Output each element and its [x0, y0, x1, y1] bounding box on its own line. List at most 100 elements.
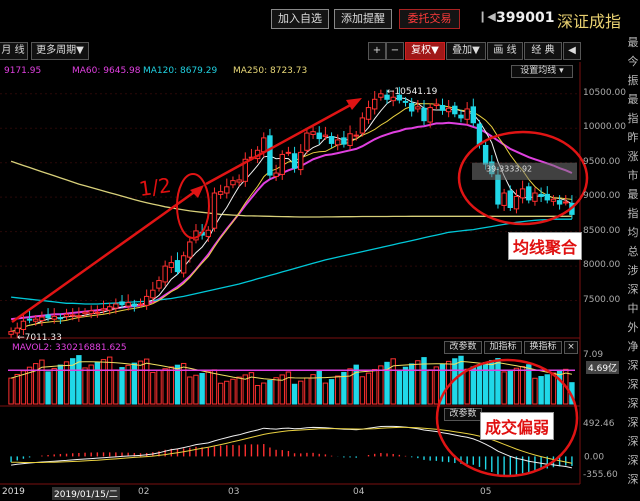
volume-bar: [100, 359, 107, 405]
side-panel-label: 中: [627, 302, 639, 315]
side-panel-label: 深: [627, 416, 639, 429]
volume-bar: [174, 364, 181, 405]
trend-arrow-1: [11, 186, 201, 324]
side-panel-label: 深: [627, 283, 639, 296]
side-panel-label: 今: [627, 55, 639, 68]
side-panel-label: 深: [627, 473, 639, 486]
side-panel-label: 深: [627, 359, 639, 372]
candle-body: [390, 96, 396, 102]
volume-bar: [464, 368, 470, 405]
volume-bar: [384, 361, 390, 405]
candle-body: [402, 100, 409, 103]
volume-bar: [248, 372, 255, 405]
candle-body: [20, 320, 27, 330]
volume-bar: [470, 366, 477, 405]
collapse-panel-button[interactable]: ◀: [563, 42, 581, 60]
year-label: 2019: [2, 487, 25, 497]
close-indicator-button[interactable]: ×: [564, 341, 578, 354]
volume-bar: [8, 377, 14, 405]
zoom-out-button[interactable]: −: [386, 42, 404, 60]
add-indicator-button[interactable]: 加指标: [484, 341, 522, 354]
macd-change-params-button[interactable]: 改参数: [444, 408, 482, 421]
volume-bar: [347, 368, 353, 405]
candle-body: [501, 192, 507, 206]
tab-month-line[interactable]: 月 线: [0, 42, 28, 60]
price-tick-label: 7500.00: [583, 294, 621, 305]
volume-bar: [328, 379, 335, 405]
candle-body: [236, 179, 242, 183]
side-panel-label: 净: [627, 340, 639, 353]
candle-body: [57, 317, 64, 320]
volume-bar: [254, 385, 261, 405]
candle-body: [482, 144, 489, 165]
candle-body: [298, 151, 304, 171]
more-period-dropdown[interactable]: 更多周期▼: [31, 42, 89, 60]
candle-body: [39, 316, 45, 322]
candle-body: [45, 314, 51, 319]
volume-bar: [408, 363, 415, 405]
candle-body: [328, 136, 335, 144]
volume-bar: [187, 376, 193, 405]
candle-body: [180, 255, 187, 274]
candle-body: [384, 94, 390, 100]
ma-converge-annotation: 均线聚合: [508, 232, 583, 260]
add-alert-button[interactable]: 添加提醒: [334, 9, 392, 29]
volume-bar: [131, 362, 138, 405]
high-price-label: ←10541.19: [387, 87, 438, 97]
volume-ma-short: [10, 360, 572, 381]
macd-axis-zero: 0.00: [584, 452, 604, 462]
candle-body: [224, 186, 230, 194]
candle-body: [563, 201, 569, 204]
candle-body: [421, 107, 427, 122]
volume-bar: [242, 374, 248, 405]
volume-bar: [489, 359, 495, 405]
ma-line-ma120: [11, 218, 572, 305]
draw-line-button[interactable]: 画 线: [487, 42, 523, 60]
side-panel-label: 最: [627, 36, 639, 49]
volume-bar: [162, 368, 168, 405]
candle-body: [304, 132, 310, 151]
volume-bar: [513, 367, 520, 405]
volume-bar: [341, 371, 347, 405]
side-panel-label: 深: [627, 454, 639, 467]
side-panel-label: 指: [627, 112, 639, 125]
volume-bar: [359, 376, 366, 405]
low-price-label: ←7011.33: [17, 333, 62, 343]
period-label: 更多周期: [36, 45, 77, 56]
switch-indicator-button[interactable]: 换指标: [524, 341, 562, 354]
volume-axis-top: 7.09: [583, 350, 604, 360]
volume-bar: [236, 376, 242, 405]
volume-bar: [439, 363, 446, 405]
add-watchlist-button[interactable]: 加入自选: [271, 9, 329, 29]
volume-change-params-button[interactable]: 改参数: [444, 341, 482, 354]
volume-bar: [452, 358, 458, 405]
price-tick-label: 9500.00: [583, 156, 621, 167]
side-panel-label: 市: [627, 169, 639, 182]
candle-body: [156, 280, 162, 289]
candle-body: [119, 301, 125, 306]
volume-bar: [291, 383, 298, 405]
candle-body: [359, 117, 366, 134]
overlay-caret-icon: ▼: [472, 45, 480, 56]
candle-body: [439, 105, 446, 111]
volume-bar: [433, 366, 440, 405]
price-tick-label: 8000.00: [583, 260, 621, 271]
volume-bar: [538, 376, 544, 405]
ma250-legend: MA250: 8723.73: [233, 66, 308, 76]
trend-arrow-2: [205, 100, 357, 186]
candle-body: [168, 262, 175, 268]
classic-button[interactable]: 经 典: [524, 42, 562, 60]
candle-body: [310, 131, 316, 135]
candle-body: [415, 106, 421, 110]
zoom-in-button[interactable]: +: [368, 42, 386, 60]
restore-rights-dropdown[interactable]: 复权▼: [405, 42, 445, 60]
collapse-left-icon[interactable]: ❙◀: [478, 10, 496, 23]
month-03: 03: [228, 487, 240, 497]
side-panel-label: 最: [627, 93, 639, 106]
trend-arrow-2-head: [346, 98, 362, 110]
trend-arrow-1-head: [190, 185, 204, 198]
overlay-dropdown[interactable]: 叠加▼: [446, 42, 486, 60]
ma-settings-dropdown[interactable]: 设置均线 ▾: [511, 65, 573, 78]
trade-order-button[interactable]: 委托交易: [399, 9, 460, 29]
